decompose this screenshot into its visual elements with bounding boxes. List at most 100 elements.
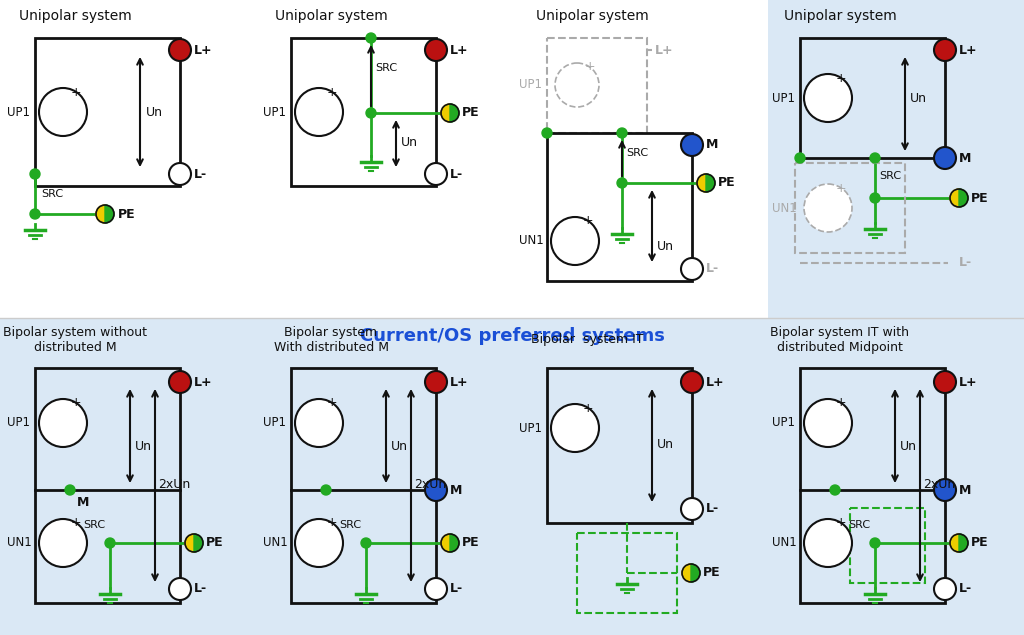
Text: Un: Un	[391, 439, 408, 453]
Circle shape	[555, 63, 599, 107]
Text: L+: L+	[194, 375, 213, 389]
Circle shape	[870, 538, 880, 548]
Text: UN1: UN1	[772, 201, 797, 215]
Text: L-: L-	[706, 502, 719, 516]
Text: L-: L-	[959, 582, 972, 596]
Text: M: M	[706, 138, 719, 152]
Text: UN1: UN1	[263, 537, 288, 549]
Text: +: +	[71, 516, 82, 530]
Circle shape	[795, 153, 805, 163]
Bar	[547, 133, 692, 281]
Text: SRC: SRC	[626, 148, 648, 158]
Text: +: +	[327, 396, 338, 410]
Circle shape	[804, 519, 852, 567]
Text: L-: L-	[194, 582, 207, 596]
Text: L+: L+	[450, 375, 469, 389]
Circle shape	[830, 485, 840, 495]
Circle shape	[169, 371, 191, 393]
Circle shape	[321, 485, 331, 495]
Circle shape	[169, 39, 191, 61]
Circle shape	[169, 163, 191, 185]
Text: Bipolar system
With distributed M: Bipolar system With distributed M	[273, 326, 388, 354]
Text: PE: PE	[971, 192, 988, 204]
Text: UP1: UP1	[519, 79, 542, 91]
Polygon shape	[959, 534, 968, 552]
Text: Un: Un	[401, 137, 418, 149]
Polygon shape	[950, 189, 959, 207]
Circle shape	[425, 578, 447, 600]
Text: UP1: UP1	[772, 91, 795, 105]
Bar	[35, 368, 180, 603]
Text: Unipolar system: Unipolar system	[783, 9, 896, 23]
Circle shape	[425, 371, 447, 393]
Bar	[35, 38, 180, 186]
Circle shape	[804, 184, 852, 232]
Text: 2xUn: 2xUn	[923, 479, 955, 491]
Text: SRC: SRC	[375, 63, 397, 73]
Circle shape	[39, 519, 87, 567]
Text: L+: L+	[706, 375, 725, 389]
Circle shape	[361, 538, 371, 548]
Text: +: +	[71, 396, 82, 410]
Bar	[547, 38, 647, 133]
Text: UP1: UP1	[519, 422, 542, 434]
Text: L+: L+	[655, 44, 674, 57]
Polygon shape	[691, 564, 700, 582]
Text: UN1: UN1	[7, 537, 32, 549]
Polygon shape	[441, 534, 450, 552]
Text: L+: L+	[450, 44, 469, 57]
Circle shape	[295, 88, 343, 136]
Circle shape	[39, 399, 87, 447]
Polygon shape	[194, 534, 203, 552]
Text: 2xUn: 2xUn	[158, 479, 190, 491]
Text: UP1: UP1	[263, 417, 286, 429]
Text: +: +	[836, 396, 847, 410]
Text: SRC: SRC	[83, 520, 105, 530]
Circle shape	[65, 485, 75, 495]
Polygon shape	[682, 564, 691, 582]
Text: +: +	[327, 516, 338, 530]
Circle shape	[295, 519, 343, 567]
Circle shape	[681, 258, 703, 280]
Text: L-: L-	[450, 168, 463, 180]
Text: Un: Un	[146, 105, 163, 119]
Text: +: +	[836, 516, 847, 530]
Bar	[800, 368, 945, 603]
Text: M: M	[959, 152, 972, 164]
Polygon shape	[185, 534, 194, 552]
Text: UN1: UN1	[519, 234, 544, 248]
Text: Un: Un	[135, 439, 152, 453]
Circle shape	[804, 399, 852, 447]
Text: PE: PE	[462, 537, 479, 549]
Circle shape	[30, 169, 40, 179]
Text: Un: Un	[900, 439, 918, 453]
Polygon shape	[450, 104, 459, 122]
Text: Un: Un	[657, 439, 674, 451]
Text: Un: Un	[910, 91, 927, 105]
Circle shape	[295, 399, 343, 447]
Circle shape	[425, 163, 447, 185]
Text: SRC: SRC	[848, 520, 870, 530]
Text: L+: L+	[959, 44, 978, 57]
Circle shape	[39, 88, 87, 136]
Bar	[768, 0, 1024, 318]
Circle shape	[551, 404, 599, 452]
Bar	[577, 533, 677, 613]
Text: L-: L-	[959, 257, 972, 269]
Text: PE: PE	[971, 537, 988, 549]
Text: SRC: SRC	[879, 171, 901, 181]
Text: Un: Un	[657, 241, 674, 253]
Circle shape	[934, 578, 956, 600]
Bar	[291, 368, 436, 603]
Circle shape	[870, 193, 880, 203]
Text: PE: PE	[462, 107, 479, 119]
Circle shape	[366, 108, 376, 118]
Circle shape	[425, 39, 447, 61]
Text: L-: L-	[706, 262, 719, 276]
Circle shape	[105, 538, 115, 548]
Circle shape	[617, 178, 627, 188]
Text: M: M	[450, 483, 463, 497]
Text: +: +	[583, 401, 594, 415]
Circle shape	[681, 134, 703, 156]
Text: Unipolar system: Unipolar system	[18, 9, 131, 23]
